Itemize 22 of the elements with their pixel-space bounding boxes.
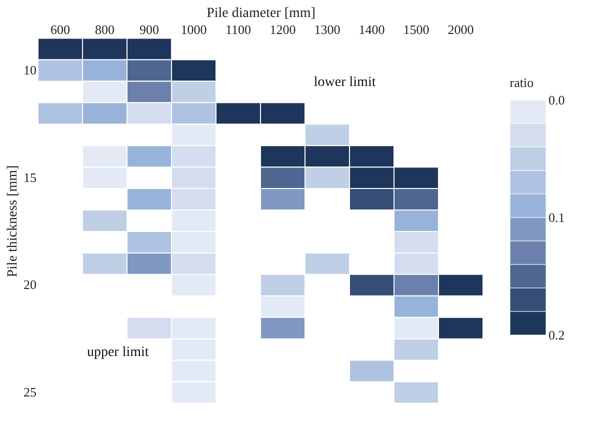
- annotation: lower limit: [314, 75, 376, 90]
- y-tick-label: 20: [24, 277, 36, 292]
- y-tick-label: 15: [24, 170, 36, 185]
- color-bar-title: ratio: [510, 75, 534, 90]
- color-bar-label: 0.0: [548, 92, 565, 108]
- x-tick-label: 1500: [403, 22, 430, 37]
- color-bar-label: 0.1: [548, 210, 565, 225]
- x-axis-title: Pile diameter [mm]: [206, 6, 316, 21]
- x-tick-label: 800: [95, 22, 114, 37]
- x-tick-label: 1000: [180, 22, 207, 37]
- y-tick-label: 25: [24, 384, 36, 400]
- y-tick-label: 10: [24, 62, 36, 78]
- y-axis-title: Pile thickness [mm]: [6, 165, 20, 278]
- color-bar-label: 0.2: [548, 328, 565, 342]
- annotation: upper limit: [86, 345, 149, 360]
- x-tick-label: 1200: [270, 22, 296, 37]
- x-tick-label: 1300: [314, 22, 340, 37]
- x-tick-label: 1100: [225, 22, 252, 37]
- x-tick-label: 2000: [448, 22, 474, 37]
- x-tick-label: 600: [50, 22, 70, 37]
- x-tick-label: 1400: [358, 22, 385, 37]
- x-tick-label: 900: [140, 22, 159, 37]
